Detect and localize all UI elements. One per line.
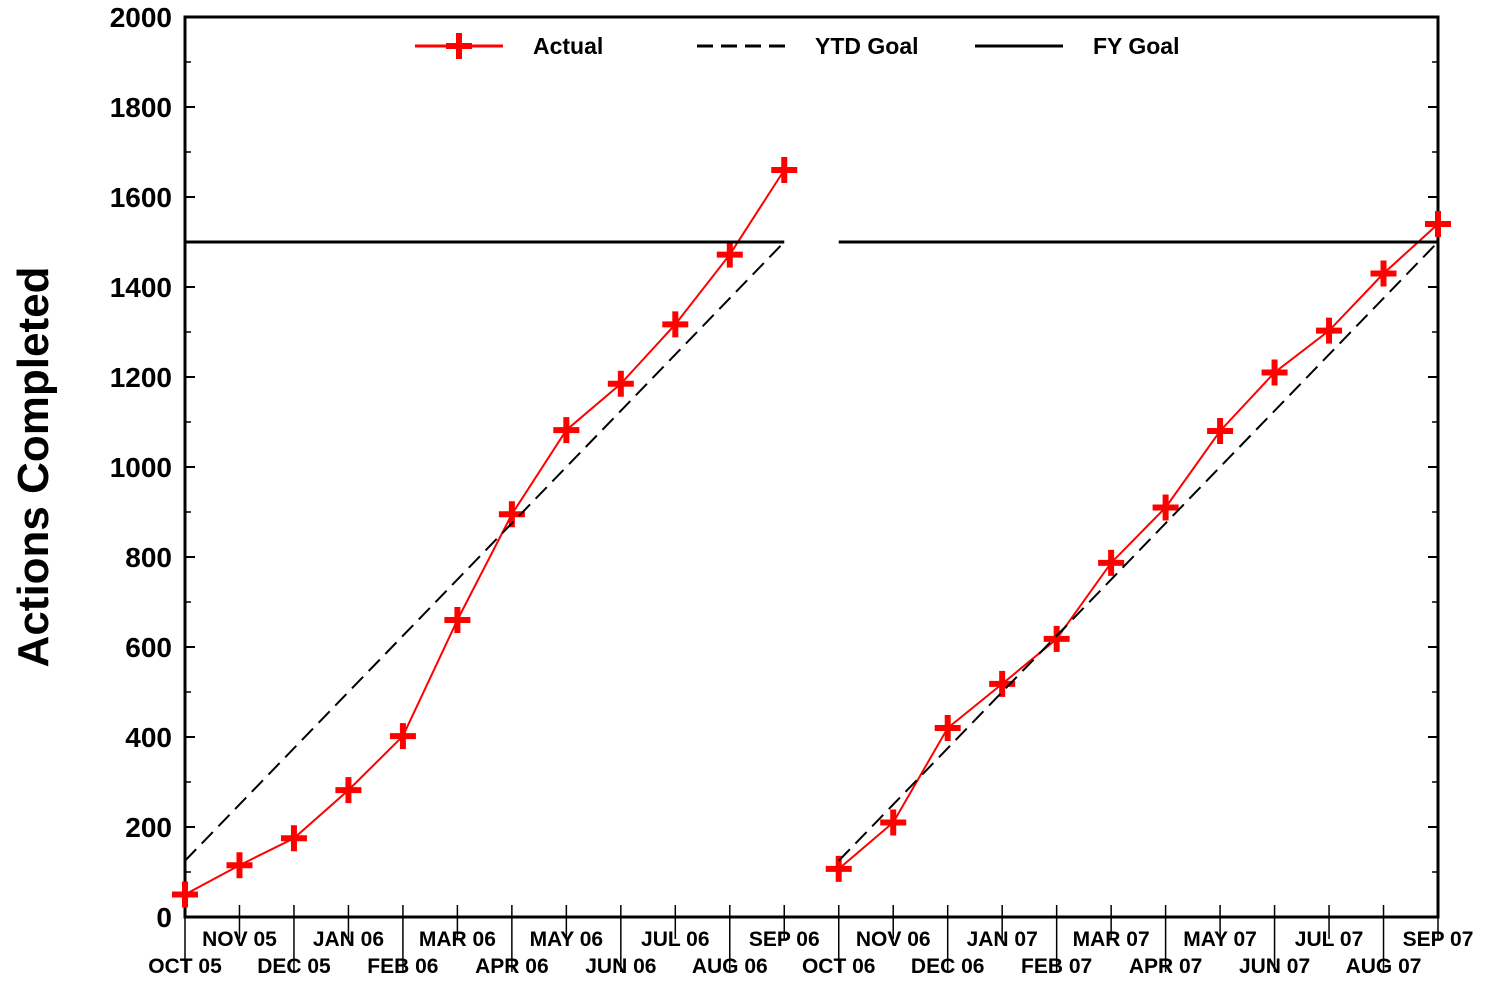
actual-marker [1043,625,1070,652]
x-tick-label: SEP 07 [1403,928,1474,951]
x-tick-label: NOV 05 [202,928,277,951]
x-tick-label: MAY 06 [530,928,604,951]
y-tick-label: 2000 [110,2,172,33]
actual-marker [226,852,253,879]
series-line-segment [184,169,786,896]
legend: Actual YTD Goal FY Goal [415,33,1180,59]
actual-marker [1425,211,1451,237]
y-tick-label: 600 [125,632,172,663]
actual-marker [880,809,907,836]
series-line-segment [838,241,1439,862]
y-tick-label: 1600 [110,182,172,213]
y-axis-title: Actions Completed [9,267,58,668]
y-tick-label: 200 [125,812,172,843]
actual-marker [1316,317,1343,344]
actual-marker [280,825,307,852]
legend-item: Actual [415,33,603,59]
y-tick-label: 1000 [110,452,172,483]
x-tick-label: FEB 07 [1021,955,1092,978]
actual-marker [1207,418,1234,444]
x-tick-label: DEC 05 [257,955,331,978]
legend-item: FY Goal [975,33,1180,59]
x-tick-label: JAN 07 [967,928,1038,951]
plot-frame [183,15,1440,919]
y-tick-label: 1800 [110,92,172,123]
legend-label: FY Goal [1093,33,1180,59]
x-tick-label: AUG 07 [1346,955,1422,978]
x-tick-label: OCT 05 [148,955,222,978]
x-tick-label: JUN 06 [585,955,656,978]
x-tick-label: MAR 06 [419,928,496,951]
actual-marker [444,607,471,633]
x-tick-label: NOV 06 [856,928,931,951]
actual-marker [553,417,580,444]
actual-marker [771,157,798,183]
y-tick-label: 0 [156,902,172,933]
actual-marker [1261,359,1288,386]
actual-marker [1152,494,1179,521]
x-tick-label: MAR 07 [1073,928,1150,951]
x-tick-label: APR 07 [1129,955,1203,978]
legend-marker [446,33,472,59]
legend-item: YTD Goal [697,33,919,59]
series-actual [172,157,1451,908]
x-tick-label: AUG 06 [692,955,768,978]
actual-marker [1098,549,1125,576]
x-tick-label: JAN 06 [313,928,384,951]
x-tick-label: MAY 07 [1183,928,1257,951]
actual-marker [1370,260,1397,287]
actual-marker [172,881,198,908]
x-tick-label: JUN 07 [1239,955,1310,978]
legend-label: Actual [533,33,603,59]
y-tick-label: 1200 [110,362,172,393]
series-line-segment [184,241,785,862]
series-line-segment [838,223,1439,870]
actual-marker [389,723,416,750]
actual-marker [716,241,743,268]
x-tick-label: JUL 06 [641,928,710,951]
x-tick-label: OCT 06 [802,955,876,978]
y-tick-label: 800 [125,542,172,573]
x-tick-label: FEB 06 [367,955,438,978]
actual-marker [662,311,689,338]
y-tick-label: 400 [125,722,172,753]
series-ytd-goal [184,241,1439,862]
legend-label: YTD Goal [815,33,919,59]
actual-marker [335,777,362,804]
actual-marker [607,370,634,397]
x-tick-label: DEC 06 [911,955,985,978]
x-tick-label: JUL 07 [1295,928,1364,951]
y-tick-label: 1400 [110,272,172,303]
x-tick-label: SEP 06 [749,928,820,951]
x-tick-label: APR 06 [475,955,549,978]
actual-marker [934,715,961,741]
